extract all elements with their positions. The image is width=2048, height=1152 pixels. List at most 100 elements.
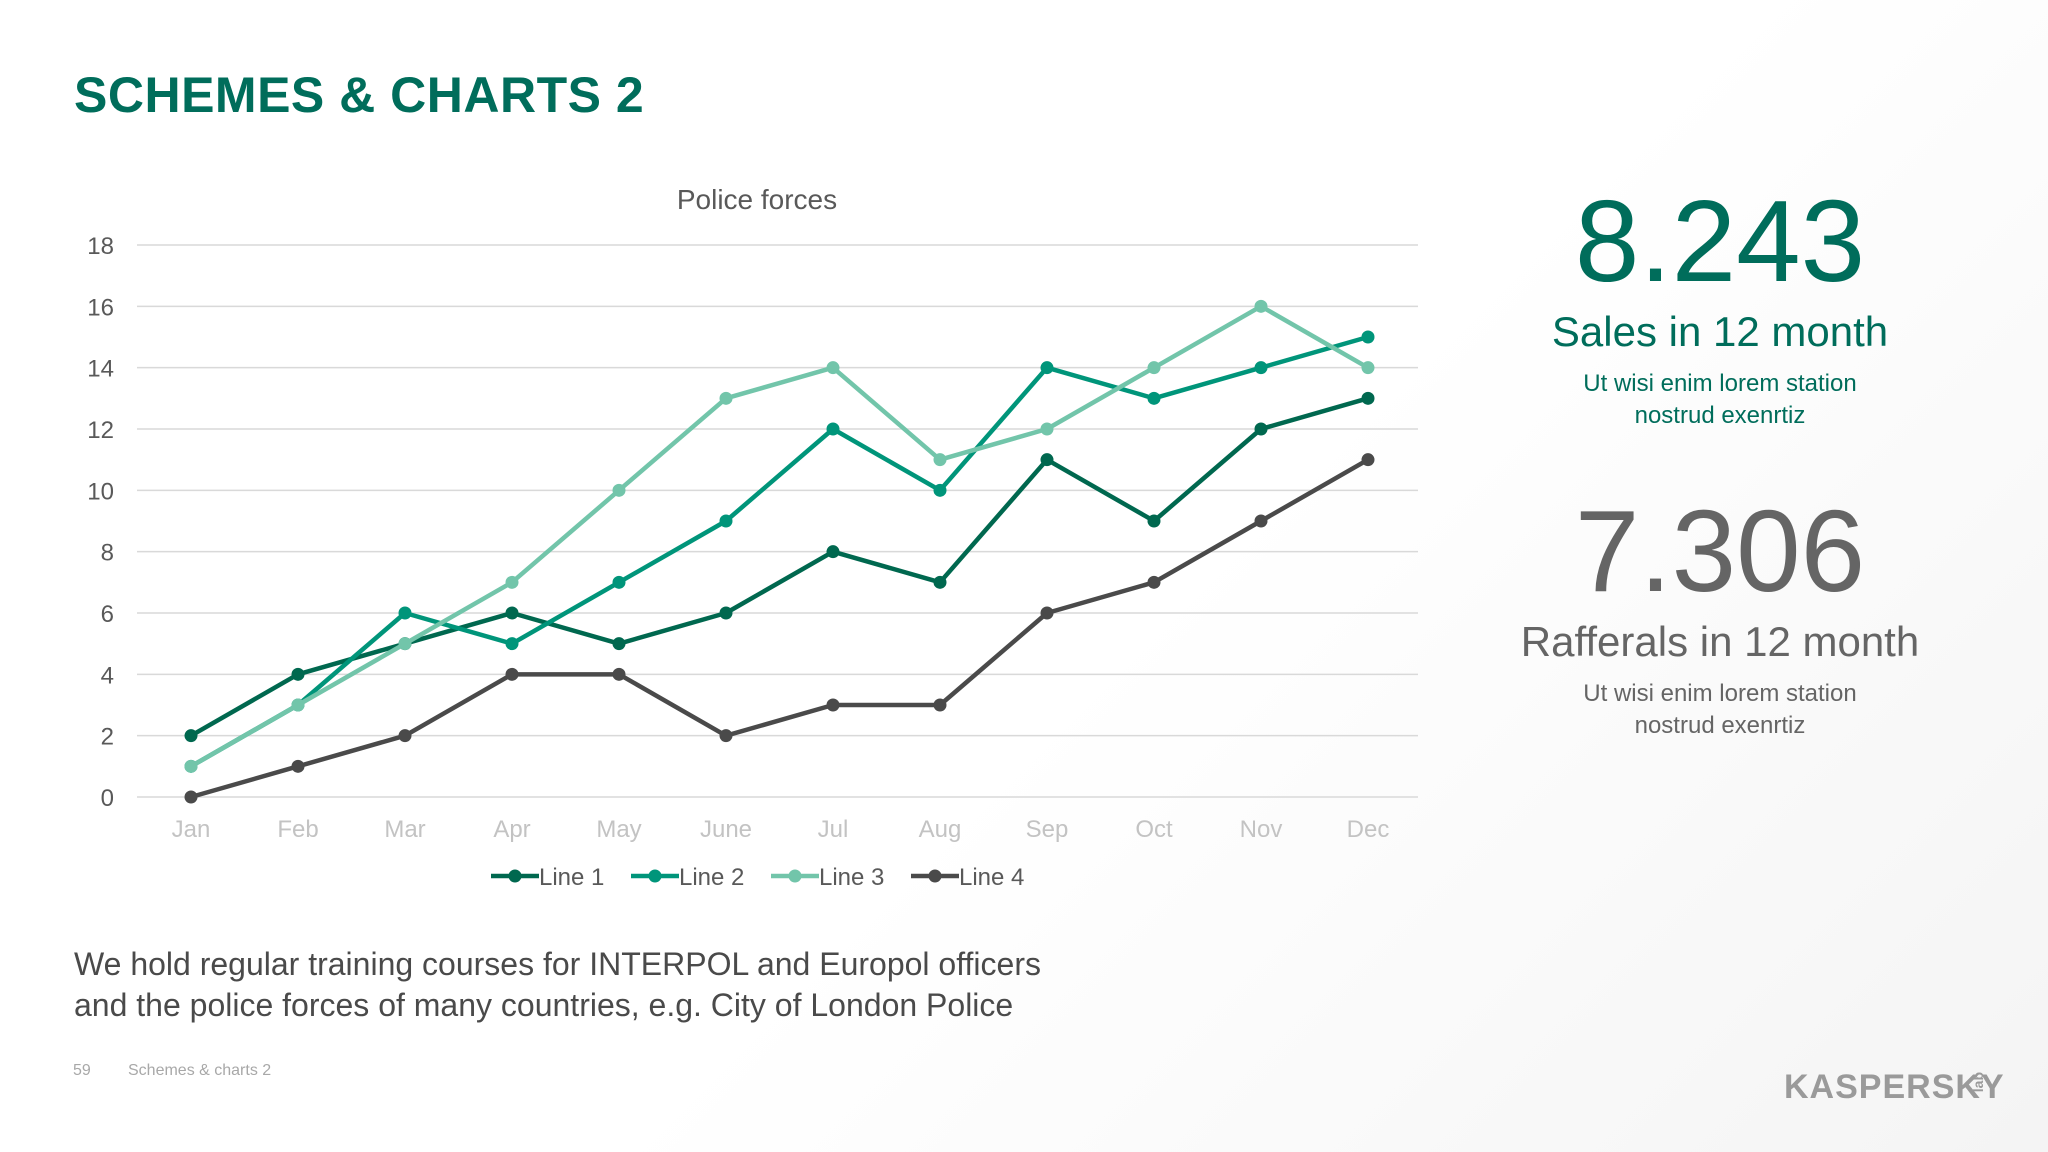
- data-point: [1040, 453, 1054, 467]
- series-line: [188, 304, 1371, 769]
- referrals-label: Rafferals in 12 month: [1520, 618, 1920, 665]
- data-point: [612, 483, 626, 497]
- x-tick-label: Apr: [493, 816, 530, 843]
- legend-item: Line 2: [631, 864, 744, 891]
- data-point: [719, 391, 733, 405]
- data-point: [1147, 391, 1161, 405]
- data-point: [1147, 514, 1161, 528]
- data-point: [826, 361, 840, 375]
- data-point: [1040, 361, 1054, 375]
- series-line: [188, 334, 1371, 769]
- y-tick-label: 4: [101, 662, 114, 689]
- y-tick-label: 6: [101, 601, 114, 628]
- referrals-description: Ut wisi enim lorem station nostrud exenr…: [1583, 680, 1857, 739]
- x-tick-label: May: [596, 816, 641, 843]
- page-number: 59: [73, 1062, 91, 1079]
- data-point: [1040, 422, 1054, 436]
- series-line: [188, 396, 1371, 738]
- data-point: [1254, 514, 1268, 528]
- caption-line-1: We hold regular training courses for INT…: [74, 946, 1041, 982]
- data-point: [1361, 391, 1375, 405]
- data-point: [612, 667, 626, 681]
- data-point: [719, 729, 733, 743]
- data-point: [826, 422, 840, 436]
- data-point: [826, 545, 840, 559]
- legend-swatch-marker: [788, 869, 802, 883]
- data-point: [291, 698, 305, 712]
- x-tick-label: Feb: [277, 816, 318, 843]
- data-point: [1361, 330, 1375, 344]
- data-point: [612, 637, 626, 651]
- data-point: [1361, 361, 1375, 375]
- data-point: [1254, 299, 1268, 313]
- logo-wordmark: KASPERSKY: [1784, 1068, 2005, 1106]
- data-point: [291, 759, 305, 773]
- y-tick-label: 2: [101, 724, 114, 751]
- sales-value: 8.243: [1574, 176, 1866, 306]
- x-axis-ticks: Jan Feb Mar Apr May June Jul Aug Sep Oct Nov Dec: [172, 816, 1390, 843]
- data-point: [1147, 361, 1161, 375]
- series-3: [184, 299, 1375, 773]
- sales-description: Ut wisi enim lorem station nostrud exenr…: [1583, 370, 1857, 429]
- series-4: [184, 453, 1375, 804]
- data-point: [719, 606, 733, 620]
- referrals-value: 7.306: [1574, 486, 1866, 616]
- legend-label: Line 2: [679, 864, 744, 891]
- chart-title: Police forces: [677, 184, 837, 215]
- x-tick-label: Oct: [1135, 816, 1173, 843]
- chart-series: [184, 299, 1375, 804]
- data-point: [184, 729, 198, 743]
- data-point: [184, 790, 198, 804]
- footer-section-title: Schemes & charts 2: [128, 1062, 272, 1079]
- sales-label: Sales in 12 month: [1551, 308, 1889, 355]
- y-axis-ticks: 0 2 4 6 8 10 12 14 16 18: [87, 233, 114, 812]
- y-tick-label: 0: [101, 785, 114, 812]
- y-tick-label: 18: [87, 233, 114, 260]
- data-point: [1254, 361, 1268, 375]
- legend-item: Line 3: [771, 864, 884, 891]
- y-tick-label: 14: [87, 356, 114, 383]
- legend-item: Line 4: [911, 864, 1024, 891]
- referrals-stat: 7.306 Rafferals in 12 month Ut wisi enim…: [1440, 486, 2000, 742]
- data-point: [398, 606, 412, 620]
- legend-swatch-marker: [648, 869, 662, 883]
- data-point: [505, 575, 519, 589]
- data-point: [612, 575, 626, 589]
- data-point: [933, 575, 947, 589]
- data-point: [1147, 575, 1161, 589]
- data-point: [933, 698, 947, 712]
- series-1: [184, 391, 1375, 743]
- x-tick-label: Nov: [1240, 816, 1283, 843]
- slide-title: SCHEMES & CHARTS 2: [74, 67, 645, 123]
- data-point: [1254, 422, 1268, 436]
- legend-item: Line 1: [491, 864, 604, 891]
- data-point: [505, 637, 519, 651]
- y-tick-label: 10: [87, 478, 114, 505]
- legend-swatch-marker: [508, 869, 522, 883]
- kaspersky-logo: KASPERSKY lab: [1784, 1068, 2004, 1108]
- legend-label: Line 4: [959, 864, 1024, 891]
- data-point: [933, 483, 947, 497]
- x-tick-label: Dec: [1347, 816, 1390, 843]
- y-tick-label: 8: [101, 540, 114, 567]
- data-point: [1040, 606, 1054, 620]
- data-point: [398, 729, 412, 743]
- caption-line-2: and the police forces of many countries,…: [74, 987, 1014, 1023]
- data-point: [933, 453, 947, 467]
- x-tick-label: Aug: [919, 816, 962, 843]
- logo-lab-mark: lab: [1970, 1072, 1986, 1093]
- data-point: [398, 637, 412, 651]
- sales-stat: 8.243 Sales in 12 month Ut wisi enim lor…: [1440, 176, 2000, 432]
- caption-text: We hold regular training courses for INT…: [74, 944, 1274, 1026]
- x-tick-label: Mar: [384, 816, 425, 843]
- x-tick-label: Jan: [172, 816, 211, 843]
- legend-label: Line 3: [819, 864, 884, 891]
- data-point: [291, 667, 305, 681]
- series-line: [188, 457, 1371, 800]
- data-point: [1361, 453, 1375, 467]
- data-point: [505, 667, 519, 681]
- data-point: [184, 759, 198, 773]
- data-point: [505, 606, 519, 620]
- data-point: [719, 514, 733, 528]
